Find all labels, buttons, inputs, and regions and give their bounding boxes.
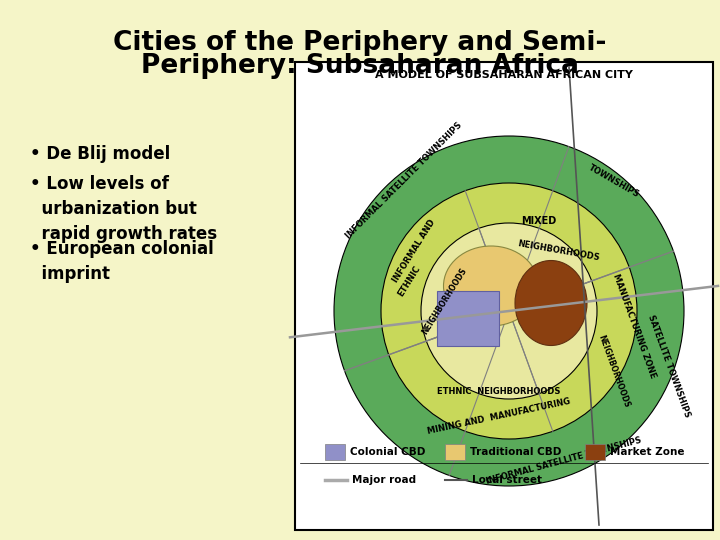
Text: Major road: Major road	[352, 475, 416, 485]
Circle shape	[334, 136, 684, 486]
Ellipse shape	[515, 260, 587, 346]
Text: NEIGHBORHOODS: NEIGHBORHOODS	[597, 333, 631, 409]
Bar	[295, 62, 713, 530]
Text: • De Blij model: • De Blij model	[30, 145, 170, 163]
Text: MINING AND  MANUFACTURING: MINING AND MANUFACTURING	[427, 396, 572, 436]
Circle shape	[421, 223, 597, 399]
Text: INFORMAL SATELLITE TOWNSHIPS: INFORMAL SATELLITE TOWNSHIPS	[344, 121, 464, 241]
Text: • European colonial
  imprint: • European colonial imprint	[30, 240, 214, 283]
Text: Traditional CBD: Traditional CBD	[470, 447, 562, 457]
Text: Periphery: Subsaharan Africa: Periphery: Subsaharan Africa	[141, 53, 579, 79]
Text: ETHNIC  NEIGHBORHOODS: ETHNIC NEIGHBORHOODS	[437, 387, 561, 395]
Bar	[585, 444, 605, 460]
Text: Market Zone: Market Zone	[610, 447, 685, 457]
Text: NEIGHBORHOODS: NEIGHBORHOODS	[420, 266, 468, 336]
Text: Colonial CBD: Colonial CBD	[350, 447, 426, 457]
Bar	[445, 444, 465, 460]
Text: MANUFACTURING ZONE: MANUFACTURING ZONE	[611, 273, 657, 380]
Ellipse shape	[444, 246, 539, 326]
Text: SATELLITE TOWNSHIPS: SATELLITE TOWNSHIPS	[647, 314, 692, 418]
Text: NEIGHBORHOODS: NEIGHBORHOODS	[517, 239, 600, 262]
Text: TOWNSHIPS: TOWNSHIPS	[587, 163, 641, 199]
Text: Local street: Local street	[472, 475, 542, 485]
Bar	[437, 291, 499, 346]
Text: INFORMAL SATELLITE TOWNSHIPS: INFORMAL SATELLITE TOWNSHIPS	[485, 436, 643, 486]
Circle shape	[381, 183, 637, 439]
Text: MIXED: MIXED	[521, 216, 557, 226]
Text: A MODEL OF SUBSAHARAN AFRICAN CITY: A MODEL OF SUBSAHARAN AFRICAN CITY	[375, 70, 633, 80]
Text: Cities of the Periphery and Semi-: Cities of the Periphery and Semi-	[113, 30, 607, 56]
Bar	[325, 444, 345, 460]
Text: ETHNIC: ETHNIC	[396, 264, 422, 298]
Text: • Low levels of
  urbanization but
  rapid growth rates: • Low levels of urbanization but rapid g…	[30, 175, 217, 243]
Text: INFORMAL AND: INFORMAL AND	[391, 218, 437, 284]
